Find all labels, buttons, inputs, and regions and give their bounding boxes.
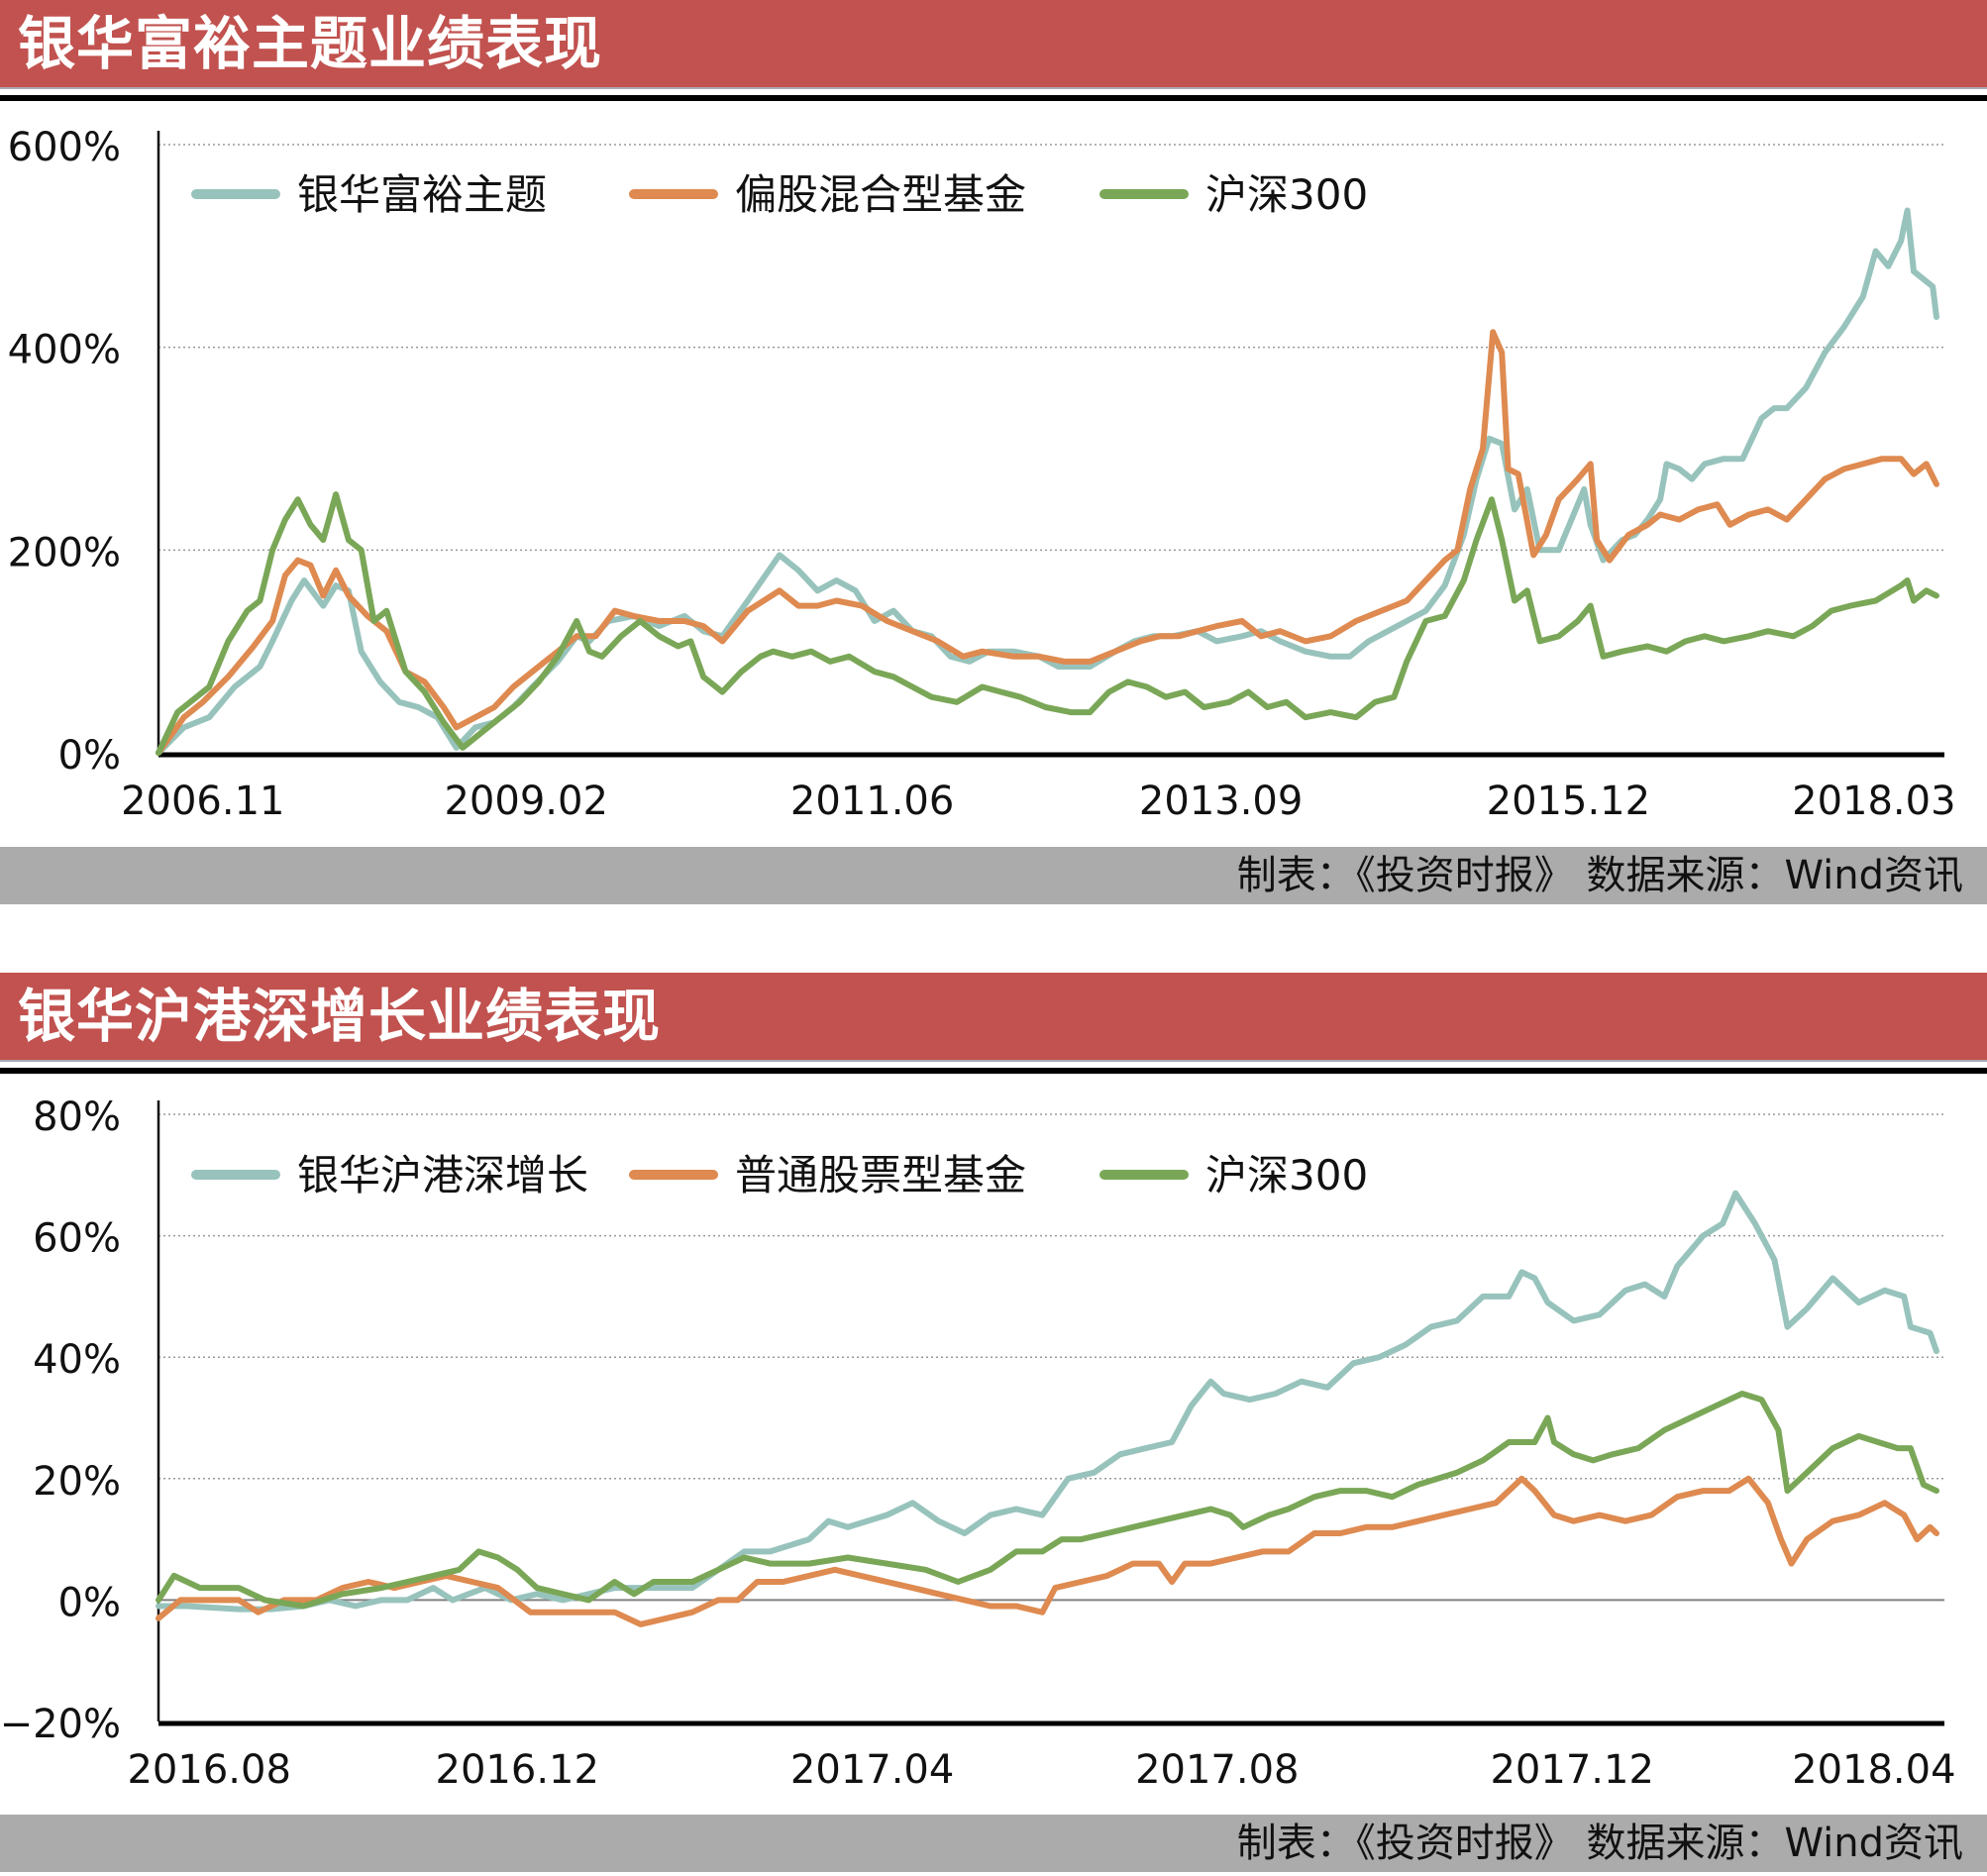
chart-panel-2: 银华沪港深增长业绩表现 −20% 0% 20% 40% 60% 80% 2016.08 201… [0, 973, 1987, 1876]
x-tick-label: 2013.09 [1139, 779, 1303, 824]
legend-label: 银华富裕主题 [297, 170, 547, 219]
y-tick-label: −20% [0, 1702, 121, 1747]
series-line [156, 1475, 1939, 1627]
chart-1-title-bar: 银华富裕主题业绩表现 [0, 0, 1987, 89]
y-tick-label: 80% [33, 1094, 121, 1140]
y-tick-label: 20% [33, 1459, 121, 1505]
y-tick-label: 60% [33, 1216, 121, 1262]
y-tick-label: 200% [8, 530, 121, 575]
chart-1-plot: 0% 200% 400% 600% 2006.11 2009.02 2011.06 2013.… [8, 125, 1956, 824]
chart-1-title: 银华富裕主题业绩表现 [18, 10, 603, 77]
series-line [156, 207, 1939, 756]
chart-2-title-bar: 银华沪港深增长业绩表现 [0, 973, 1987, 1062]
x-tick-label: 2016.08 [127, 1747, 290, 1793]
x-tick-label: 2006.11 [121, 779, 284, 824]
legend-label: 银华沪港深增长 [297, 1151, 588, 1199]
legend-label: 偏股混合型基金 [735, 170, 1026, 219]
chart-1-source-note: 制表：《投资时报》 数据来源：Wind资讯 [1236, 853, 1963, 898]
x-tick-label: 2018.03 [1792, 779, 1955, 824]
y-tick-label: 600% [8, 125, 121, 170]
chart-2-title: 银华沪港深增长业绩表现 [18, 983, 662, 1050]
x-tick-label: 2015.12 [1487, 779, 1650, 824]
chart-2-plot: −20% 0% 20% 40% 60% 80% 2016.08 2016.12 2017.04 2… [0, 1094, 1956, 1793]
series-line [156, 491, 1939, 756]
chart-2-title-rule [0, 1068, 1987, 1074]
chart-2-source-note: 制表：《投资时报》 数据来源：Wind资讯 [1236, 1821, 1963, 1866]
y-tick-label: 40% [33, 1337, 121, 1383]
y-tick-label: 400% [8, 328, 121, 373]
x-tick-label: 2018.04 [1792, 1747, 1955, 1793]
legend-label: 沪深300 [1205, 170, 1368, 219]
legend-label: 普通股票型基金 [735, 1151, 1026, 1199]
chart-2-footer: 制表：《投资时报》 数据来源：Wind资讯 [0, 1815, 1987, 1872]
series-line [156, 329, 1939, 756]
x-tick-label: 2009.02 [444, 779, 607, 824]
x-tick-label: 2011.06 [790, 779, 954, 824]
x-tick-label: 2016.12 [436, 1747, 599, 1793]
legend-label: 沪深300 [1205, 1151, 1368, 1199]
y-tick-label: 0% [58, 1580, 121, 1625]
series-line [156, 1190, 1939, 1613]
chart-1-title-rule [0, 95, 1987, 101]
y-tick-label: 0% [58, 733, 121, 779]
x-tick-label: 2017.04 [790, 1747, 954, 1793]
x-tick-label: 2017.08 [1135, 1747, 1299, 1793]
chart-panel-1: 银华富裕主题业绩表现 0% 200% 400% 600% 2006.11 2009.02 2… [0, 0, 1987, 906]
chart-1-footer: 制表：《投资时报》 数据来源：Wind资讯 [0, 847, 1987, 904]
x-tick-label: 2017.12 [1490, 1747, 1653, 1793]
series-line [156, 1391, 1939, 1610]
